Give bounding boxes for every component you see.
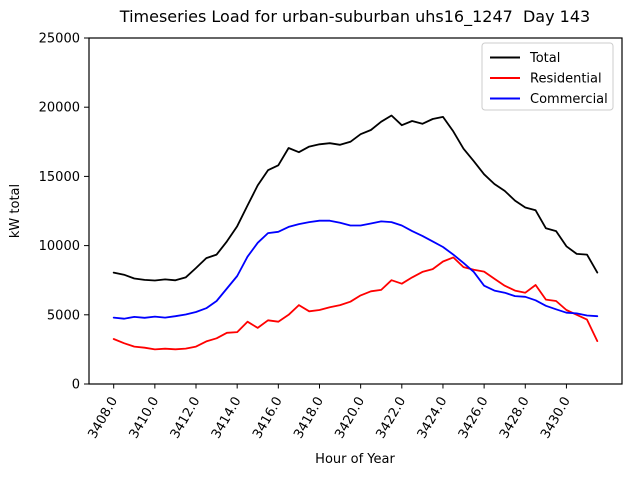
y-tick-label: 10000 (39, 239, 80, 254)
series-line-total (112, 114, 599, 282)
x-tick-label: 3414.0 (209, 395, 245, 442)
x-tick-label: 3420.0 (332, 395, 368, 442)
x-tick-label: 3410.0 (127, 395, 163, 442)
legend-box (481, 42, 614, 111)
y-tick-label: 15000 (39, 170, 80, 185)
x-tick-label: 3408.0 (85, 395, 121, 442)
x-tick-label: 3426.0 (456, 395, 492, 442)
x-tick-label: 3418.0 (291, 395, 327, 442)
legend-label-residential: Residential (530, 72, 602, 87)
x-tick-label: 3416.0 (250, 395, 286, 442)
x-axis-label: Hour of Year (315, 452, 395, 467)
x-tick-label: 3428.0 (497, 395, 533, 442)
x-tick-label: 3430.0 (538, 395, 574, 442)
y-axis-label: kW total (8, 184, 23, 238)
series-line-commercial (112, 219, 599, 320)
y-tick-label: 0 (72, 378, 80, 393)
x-tick-label: 3424.0 (415, 395, 451, 442)
x-tick-label: 3412.0 (168, 395, 204, 442)
plot-border (88, 37, 623, 385)
legend-label-total: Total (529, 51, 560, 66)
chart-title: Timeseries Load for urban-suburban uhs16… (119, 7, 590, 27)
y-tick-label: 5000 (47, 308, 80, 323)
y-tick-label: 20000 (39, 101, 80, 116)
legend-label-commercial: Commercial (530, 92, 608, 107)
y-tick-label: 25000 (39, 32, 80, 47)
x-tick-label: 3422.0 (374, 395, 410, 442)
series-line-residential (112, 256, 599, 351)
